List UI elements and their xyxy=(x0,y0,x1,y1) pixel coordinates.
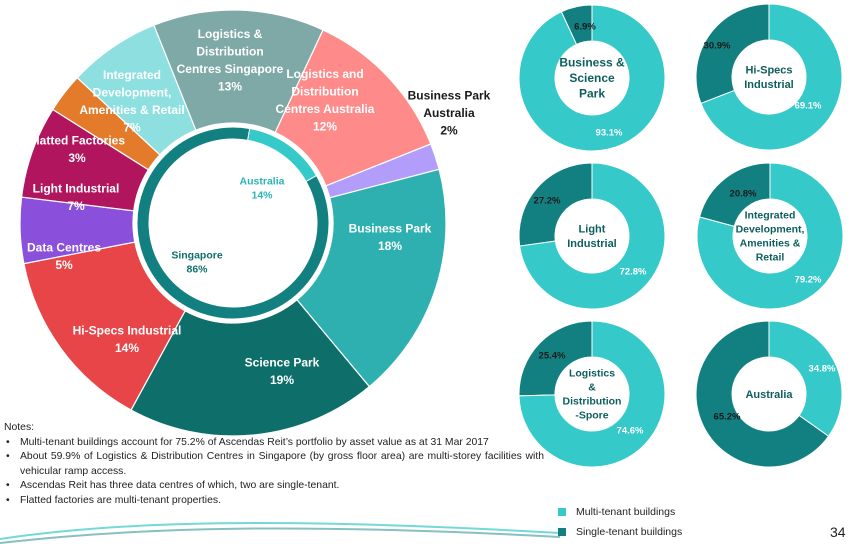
donut-slice-single xyxy=(695,3,770,105)
donut-title: Light Industrial xyxy=(567,224,617,251)
donut-multi-label: 72.8% xyxy=(620,266,647,277)
donut-light-industrial: Light Industrial 27.2% 72.8% xyxy=(518,162,666,310)
inner-region-ring: Australia 14% Singapore 86% xyxy=(136,126,330,320)
donut-single-label: 30.9% xyxy=(704,40,731,51)
slice-logistics-distribution-centres-singapore xyxy=(153,9,324,134)
donut-multi-label: 79.2% xyxy=(795,274,822,285)
page-number: 34 xyxy=(830,524,846,540)
slice-logistics-and-distribution-centres-australia xyxy=(274,29,432,187)
slice-label-business-park-australia: Business Park Australia 2% xyxy=(408,89,491,138)
note-item: Flatted factories are multi-tenant prope… xyxy=(4,494,544,509)
legend-item-multi: Multi-tenant buildings xyxy=(558,502,682,522)
donut-single-label: 65.2% xyxy=(714,411,741,422)
decorative-wave xyxy=(0,521,560,544)
donut-slice-multi xyxy=(696,162,844,310)
slice-label-light-industrial: Light Industrial 7% xyxy=(33,181,120,213)
note-item: Ascendas Reit has three data centres of … xyxy=(4,479,544,494)
donut-single-label: 6.9% xyxy=(574,21,596,32)
donut-slice-multi xyxy=(700,3,843,151)
donut-multi-label: 34.8% xyxy=(809,363,836,374)
slice-label-science-park: Science Park 19% xyxy=(245,355,320,387)
note-item: About 59.9% of Logistics & Distribution … xyxy=(4,450,544,479)
main-donut-slices xyxy=(19,9,447,437)
inner-label-singapore: Singapore 86% xyxy=(171,250,223,276)
donut-business-science-park: Business & Science Park 6.9% 93.1% xyxy=(518,4,666,152)
donut-slice-multi xyxy=(518,4,666,152)
donut-title: Hi-Specs Industrial xyxy=(744,65,794,92)
legend-label-multi: Multi-tenant buildings xyxy=(576,506,676,518)
slice-label-integrated-development-amenities-retail: Integrated Development, Amenities & Retail… xyxy=(79,68,184,135)
donut-title: Australia xyxy=(745,389,793,401)
donut-slice-multi xyxy=(518,320,666,468)
donut-logistics-distribution-spore: Logistics & Distribution -Spore 25.4% 74.6% xyxy=(518,320,666,468)
donut-title: Integrated Development, Amenities & Retail xyxy=(736,210,805,264)
donut-multi-label: 74.6% xyxy=(617,425,644,436)
notes-heading: Notes: xyxy=(4,422,35,433)
slice-label-logistics-distribution-centres-singapore: Logistics & Distribution Centres Singapore… xyxy=(177,27,284,94)
donut-multi-label: 69.1% xyxy=(795,100,822,111)
donut-hi-specs-industrial: Hi-Specs Industrial 30.9% 69.1% xyxy=(695,3,843,151)
donut-australia: Australia 65.2% 34.8% xyxy=(695,320,843,468)
legend-item-single: Single-tenant buildings xyxy=(558,522,682,542)
legend-swatch-single xyxy=(558,528,566,536)
main-donut-labels: Business Park Australia 2% Business Park 18%… xyxy=(27,27,491,387)
donut-integrated-development-amenities-retail: Integrated Development, Amenities & Retail 2… xyxy=(696,162,844,310)
donut-title: Business & Science Park xyxy=(559,56,625,101)
donut-slice-multi xyxy=(519,162,666,310)
notes-section: Notes: Multi-tenant buildings account fo… xyxy=(4,421,544,509)
donut-multi-label: 93.1% xyxy=(596,127,623,138)
slice-label-flatted-factories: Flatted Factories 3% xyxy=(29,133,125,165)
slice-science-park xyxy=(130,298,371,437)
slice-label-business-park: Business Park 18% xyxy=(349,221,432,253)
donut-slice-single xyxy=(518,320,593,397)
donut-single-label: 27.2% xyxy=(534,195,561,206)
inner-slice-singapore xyxy=(136,126,330,320)
donut-single-label: 25.4% xyxy=(539,350,566,361)
small-donuts: Business & Science Park 6.9% 93.1% Hi-Specs In… xyxy=(518,3,844,468)
legend-swatch-multi xyxy=(558,508,566,516)
slice-hi-specs-industrial xyxy=(23,241,186,411)
slice-label-logistics-and-distribution-centres-australia: Logistics and Distribution Centres Austral… xyxy=(276,67,375,134)
donut-slice-single xyxy=(518,162,593,247)
donut-single-label: 20.8% xyxy=(730,188,757,199)
donut-slice-single xyxy=(695,320,830,468)
note-item: Multi-tenant buildings account for 75.2%… xyxy=(4,436,544,451)
slice-label-data-centres: Data Centres 5% xyxy=(27,240,101,272)
legend: Multi-tenant buildings Single-tenant bui… xyxy=(558,502,682,542)
slice-label-hi-specs-industrial: Hi-Specs Industrial 14% xyxy=(73,323,182,355)
slice-business-park xyxy=(296,168,447,388)
inner-label-australia: Australia 14% xyxy=(240,176,285,202)
legend-label-single: Single-tenant buildings xyxy=(576,526,683,538)
donut-slice-multi xyxy=(768,320,843,437)
donut-title: Logistics & Distribution -Spore xyxy=(563,368,622,422)
